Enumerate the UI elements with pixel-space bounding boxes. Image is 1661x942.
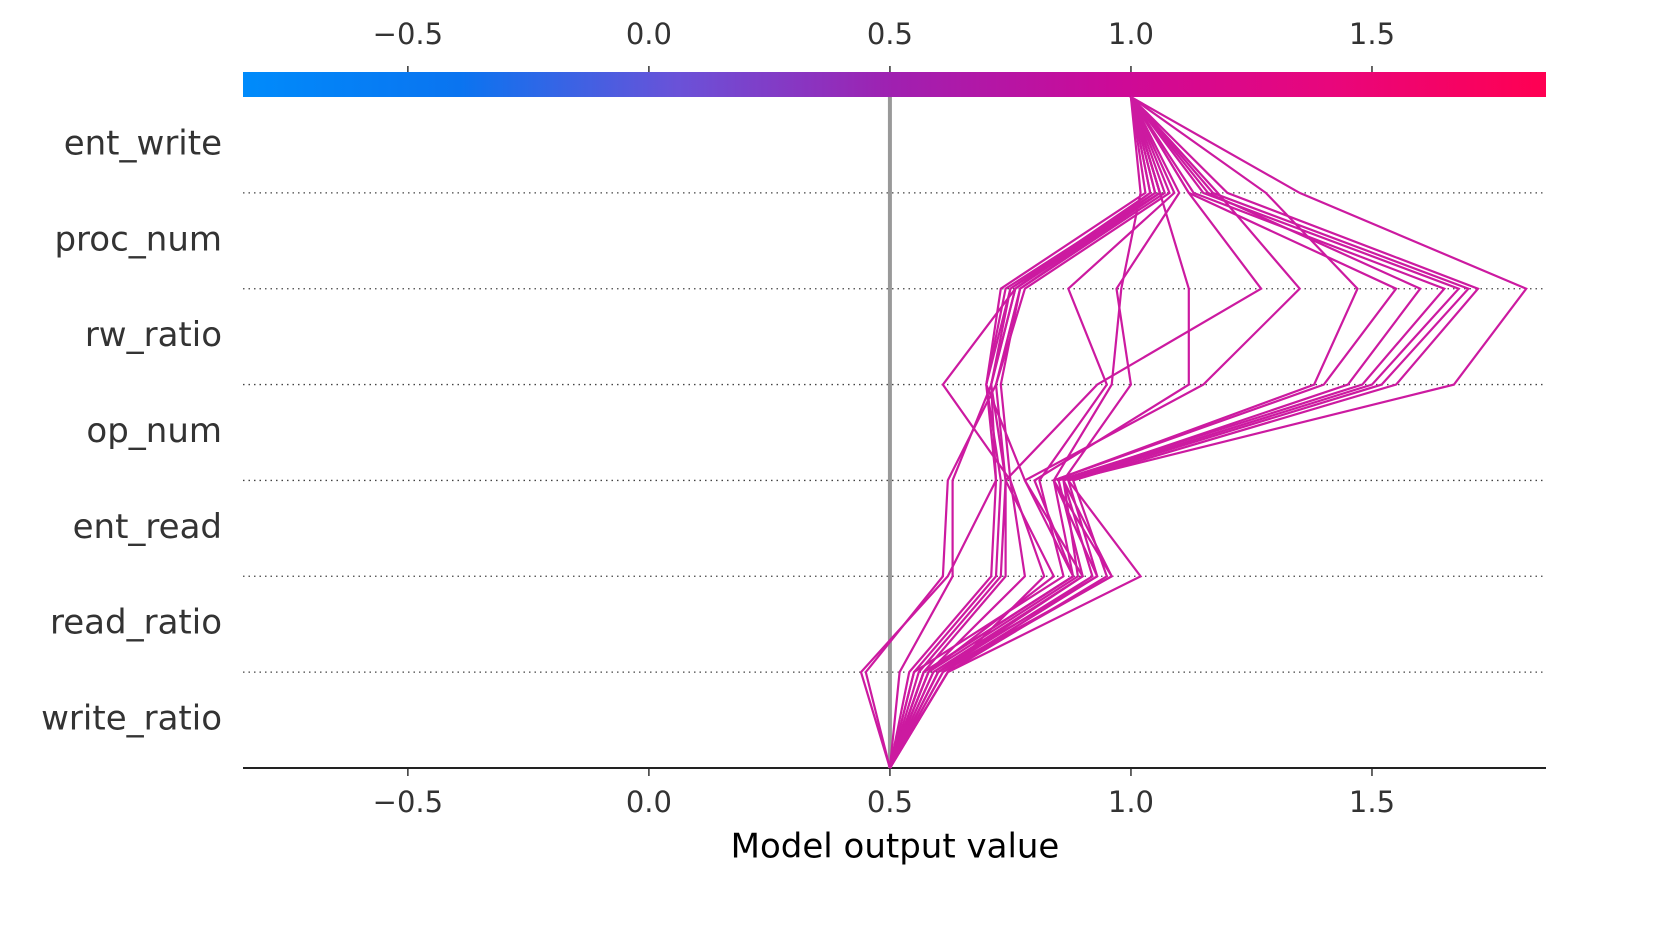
feature-label: proc_num xyxy=(54,219,222,259)
colorbar-tick-label: 0.5 xyxy=(867,17,913,51)
colorbar-tick-label: 0.0 xyxy=(626,17,672,51)
decision-line xyxy=(888,96,1528,769)
x-axis-title: Model output value xyxy=(731,827,1060,867)
x-tick-label: −0.5 xyxy=(373,785,443,819)
colorbar-tick-label: −0.5 xyxy=(373,17,443,51)
feature-label: rw_ratio xyxy=(85,315,222,355)
decision-line xyxy=(888,96,1447,769)
x-tick-label: 1.0 xyxy=(1108,785,1154,819)
decision-line xyxy=(888,96,1152,769)
feature-label: ent_read xyxy=(73,507,222,547)
colorbar-tick-label: 1.0 xyxy=(1108,17,1154,51)
feature-label: write_ratio xyxy=(41,699,222,739)
decision-line xyxy=(859,96,1157,769)
x-tick-label: 1.5 xyxy=(1349,785,1395,819)
decision-line xyxy=(888,96,1181,769)
x-tick-label: 0.5 xyxy=(867,785,913,819)
decision-line xyxy=(888,96,1461,769)
decision-line xyxy=(888,96,1422,769)
decision-line xyxy=(888,96,1190,769)
decision-line xyxy=(888,96,1176,769)
x-tick-label: 0.0 xyxy=(626,785,672,819)
colorbar-tick-label: 1.5 xyxy=(1349,17,1395,51)
colorbar xyxy=(243,72,1546,97)
decision-line xyxy=(888,96,1359,769)
decision-line xyxy=(888,96,1480,769)
feature-label: read_ratio xyxy=(50,603,222,643)
feature-label: ent_write xyxy=(64,123,222,163)
feature-label: op_num xyxy=(86,411,222,451)
